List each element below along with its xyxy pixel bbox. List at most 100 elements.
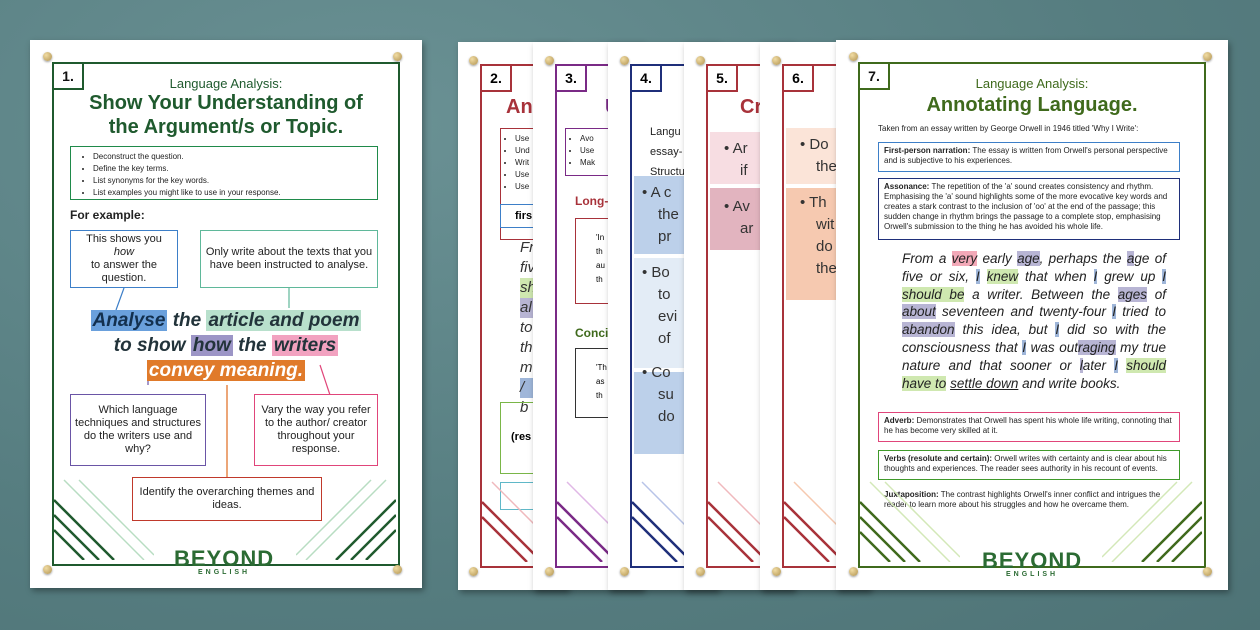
passage-line: Fr [520,239,535,256]
poster-4-bullets: • A c the pr • Bo to evi of • Co su do [642,182,679,428]
bullet-line: • Th [800,194,827,211]
bullet-line: • Bo [642,264,670,281]
passage-line: sh [520,278,536,298]
q-writers: writers [271,335,339,356]
box-identify-themes: Identify the overarching themes and idea… [132,477,322,521]
poster-7-frame [858,62,1206,568]
tip-item: Und [515,145,568,157]
poster-5-number: 5. [706,64,738,92]
passage-line: / [520,378,536,398]
poster-3-frame [555,64,643,568]
poster-2-frame [480,64,568,568]
poster-4-lines: Langu essay- Structu [650,122,685,182]
foot-text: (res [511,431,532,443]
pin [1203,52,1212,61]
passage-line: m [520,359,533,376]
poster-6-number: 6. [782,64,814,92]
poster-1-number: 1. [52,62,84,90]
text-line: Structu [650,166,685,178]
note-text: The contrast highlights Orwell's inner c… [884,490,1161,509]
box-line: as [596,377,605,386]
poster-1-tips-box: Deconstruct the question. Define the key… [70,146,378,200]
pin [393,565,402,574]
corner-stripes-left [54,479,154,560]
box-how: This shows you how to answer the questio… [70,230,178,288]
note-text: The essay is written from Orwell's perso… [884,146,1168,165]
box-line: 'Th [596,363,607,372]
bullet-line: if [740,162,748,179]
corner-stripes-right [1102,481,1202,562]
pin [545,56,554,65]
pin [545,567,554,576]
passage-line: to [520,319,533,336]
orwell-passage: From a very early age, perhaps the age o… [902,251,1167,391]
box-vary-way: Vary the way you refer to the author/ cr… [254,394,378,466]
logo-text: BEYOND [982,548,1083,573]
pin [393,52,402,61]
bullet-line: • A c [642,184,672,201]
poster-4-frame [630,64,718,568]
poster-5-title: Cr [740,96,763,118]
bullet-line: do [658,408,675,425]
bullet-line: • Ar [724,140,748,157]
for-example-label: For example: [70,208,145,222]
poster-5-bullets: • Ar if • Av ar [724,138,753,240]
pin [849,567,858,576]
poster-7-intro: Taken from an essay written by George Or… [878,124,1139,133]
poster-5-frame [706,64,794,568]
note-label: Assonance: [884,182,930,191]
pin [1203,567,1212,576]
box-how-line3: to answer the question. [90,259,158,284]
tip-item: Use [580,145,643,157]
pin [43,565,52,574]
tip-item: Deconstruct the question. [93,151,377,163]
poster-2-number: 2. [480,64,512,92]
pin [620,56,629,65]
passage-line: b [520,399,529,416]
poster-6-frame [782,64,870,568]
poster-1-frame [52,62,400,566]
tip-item: Mak [580,157,643,169]
bullet-line: evi [658,308,678,325]
poster-1-tips-list: Deconstruct the question. Define the key… [71,147,377,203]
tip-item: Use [515,181,568,193]
tip-item: Define the key terms. [93,163,377,175]
poster-2-passage: Fr fiv sh al to th m / b [520,238,536,418]
bullet-line: the [816,260,837,277]
q-the: the [172,310,202,331]
note-label: Juxtaposition: [884,490,939,499]
passage-line: al [520,298,536,318]
poster-1-subtitle: Language Analysis: [169,76,283,91]
q-analyse: Analyse [90,310,168,331]
poster-1-title-line2: the Argument/s or Topic. [108,116,344,138]
poster-7-title: Annotating Language. [926,94,1138,116]
tip-item: Use [515,133,568,145]
question-line3: convey meaning. [30,360,422,382]
note-juxtaposition: Juxtaposition: The contrast highlights O… [878,486,1180,514]
box-line: th [596,275,603,284]
question-line2: to show how the writers [30,335,422,357]
poster-1-logo: BEYOND ENGLISH [174,546,274,576]
poster-3-number: 3. [555,64,587,92]
poster-3-tips: Avo Use Mak [565,128,643,176]
text-line: essay- [650,146,683,158]
q-convey-meaning: convey meaning. [146,360,306,381]
poster-6-bullets: • Do the • Th wit do the [800,134,837,280]
tip-item: List examples you might like to use in y… [93,187,377,199]
note-label: Adverb: [884,416,915,425]
note-adverb: Adverb: Demonstrates that Orwell has spe… [878,412,1180,442]
label-text: firs [515,210,533,222]
passage-line: fiv [520,259,535,276]
bullet-line: the [658,206,679,223]
poster-3-sub2: Concis [575,326,616,340]
passage-line: th [520,339,533,356]
corner-stripes-right [296,479,396,560]
question-line1: Analyse the article and poem [30,310,422,332]
bullet-line: • Do [800,136,829,153]
pin [772,56,781,65]
poster-4-number: 4. [630,64,662,92]
pin [849,52,858,61]
text-line: Langu [650,126,681,138]
q-how: how [190,335,233,356]
note-verbs: Verbs (resolute and certain): Orwell wri… [878,450,1180,480]
